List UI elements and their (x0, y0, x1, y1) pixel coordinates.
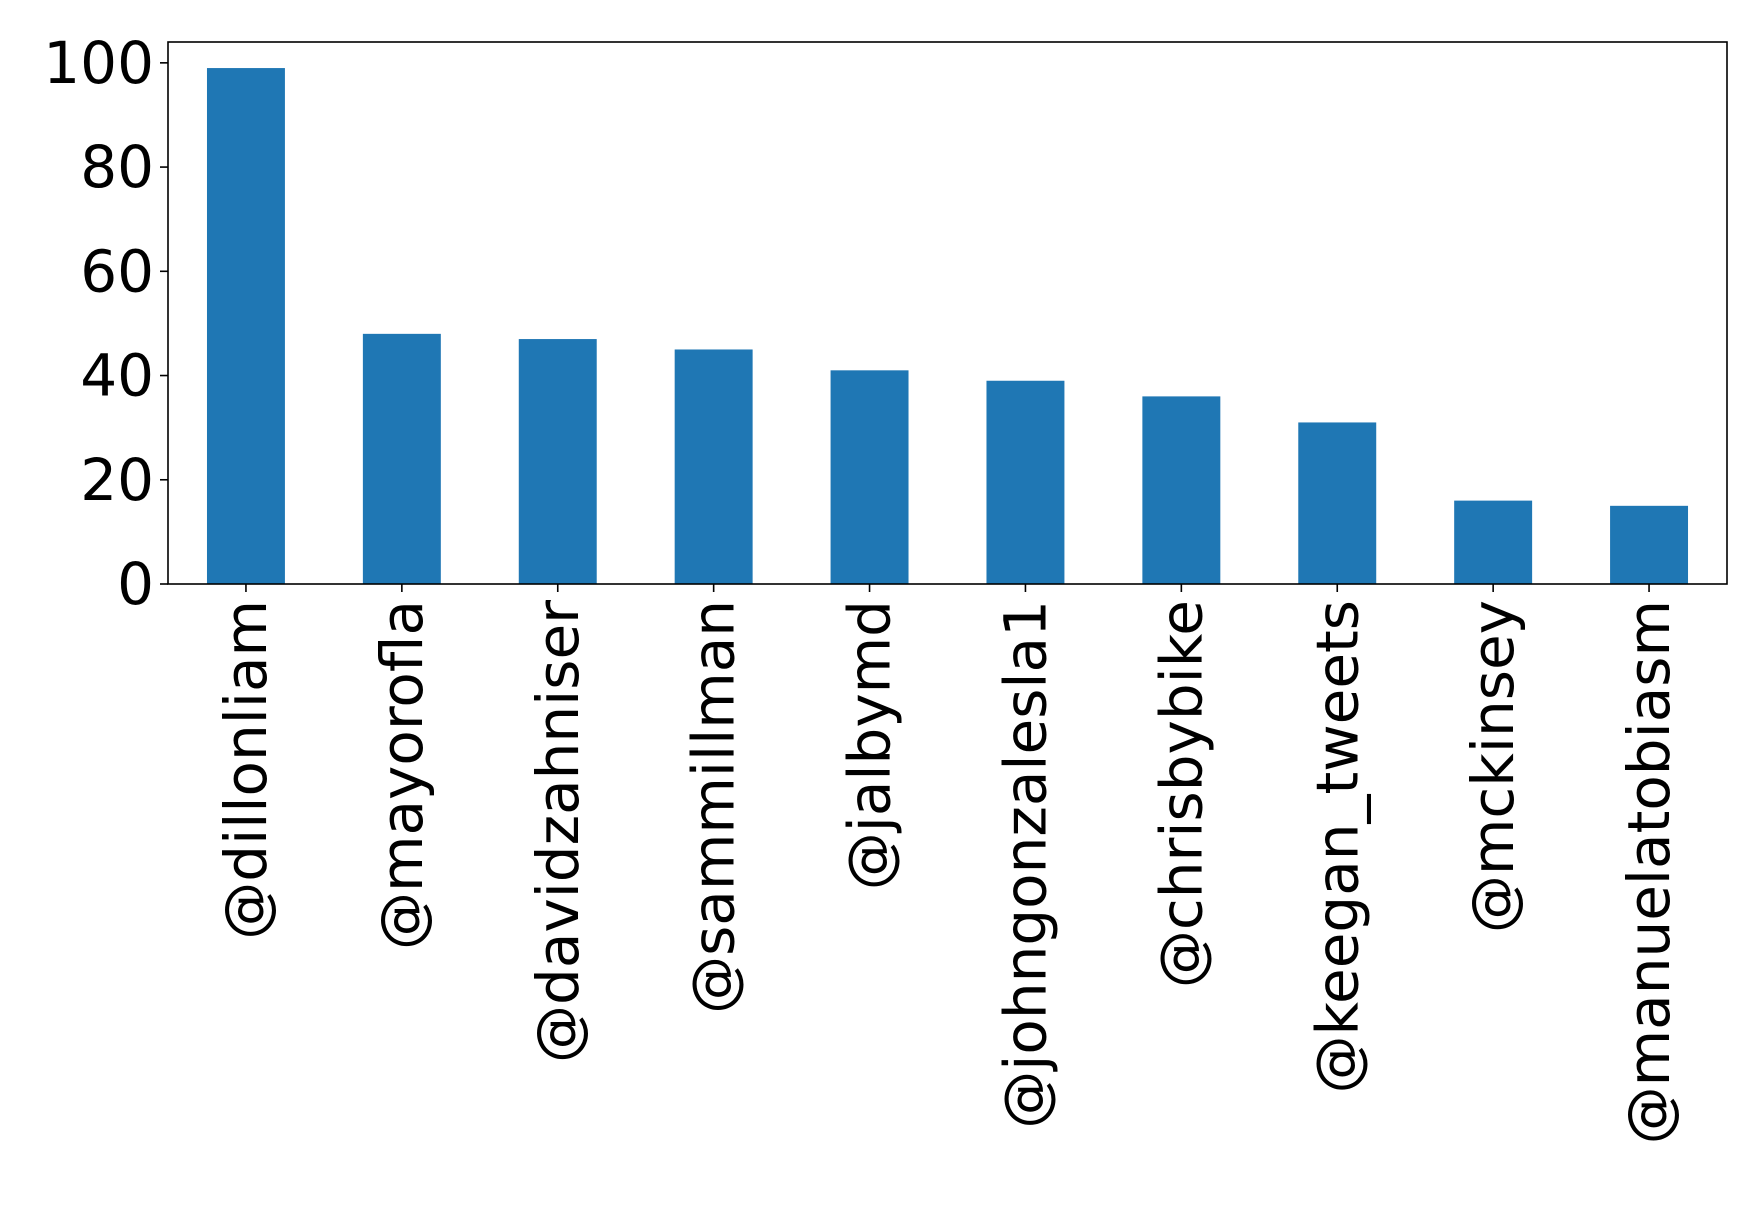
y-tick-label: 60 (80, 237, 154, 305)
bar-mckinsey (1454, 500, 1533, 584)
bar-johngonzalesla1 (986, 380, 1065, 584)
y-tick-label: 20 (80, 446, 154, 514)
plot-frame (167, 41, 1728, 585)
bars-group (206, 68, 1689, 585)
x-tick-label: @johngonzalesla1 (991, 600, 1059, 1129)
x-tick-label: @davidzahniser (524, 600, 592, 1063)
x-tick-label: @jalbymd (836, 600, 904, 890)
x-tick-label: @dillonliam (212, 600, 280, 940)
x-tick-label: @chrisbybike (1147, 600, 1215, 988)
y-tick-label: 100 (43, 29, 154, 97)
bar-keegan_tweets (1298, 422, 1377, 584)
bar-jalbymd (830, 370, 909, 584)
x-tick-label: @keegan_tweets (1303, 600, 1371, 1094)
x-axis: @dillonliam @mayorofla @davidzahniser @samm… (212, 584, 1683, 1144)
x-tick-label: @manuelatobiasm (1615, 600, 1683, 1144)
y-tick-label: 0 (117, 550, 154, 618)
y-tick-label: 40 (80, 342, 154, 410)
bar-manuelatobiasm (1610, 505, 1689, 584)
bar-sammillman (674, 349, 753, 584)
x-tick-label: @mckinsey (1459, 600, 1527, 933)
y-tick-label: 80 (80, 133, 154, 201)
x-tick-label: @mayorofla (368, 600, 436, 950)
y-axis: 0 20 40 60 80 100 (43, 29, 168, 618)
bar-chrisbybike (1142, 396, 1221, 584)
bar-davidzahniser (518, 339, 597, 584)
bar-dillonliam (206, 68, 285, 585)
x-tick-label: @sammillman (680, 600, 748, 1014)
bar-mayorofla (362, 333, 441, 584)
